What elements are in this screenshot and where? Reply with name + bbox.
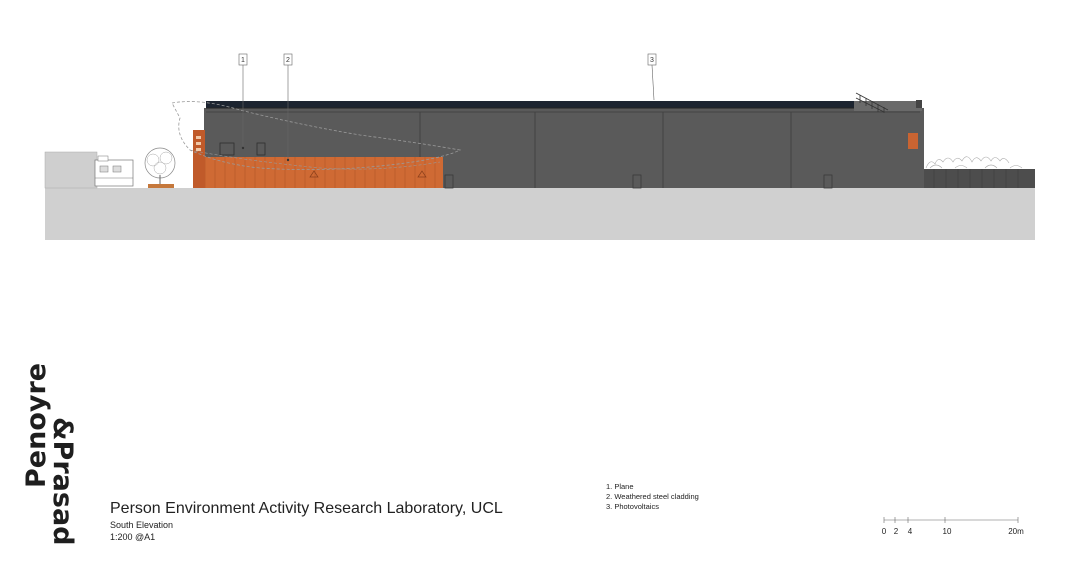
legend-item: 3. Photovoltaics <box>606 502 659 511</box>
svg-text:&Prasad: &Prasad <box>47 417 78 546</box>
weathered-steel-cladding <box>195 157 443 188</box>
neighbour-building <box>44 151 98 189</box>
signage <box>196 136 201 151</box>
panel-joints <box>206 111 920 188</box>
scale-label: 10 <box>943 527 952 536</box>
ground-slab <box>45 188 1035 240</box>
drawing-scale: 1:200 @A1 <box>110 532 156 542</box>
legend: 1. Plane 2. Weathered steel cladding 3. … <box>606 482 699 512</box>
drawing-view: South Elevation <box>110 520 174 530</box>
scale-bar: 0 2 4 10 20m <box>882 517 1024 536</box>
door <box>444 174 454 189</box>
svg-text:3: 3 <box>650 57 654 64</box>
shrubs <box>925 156 1023 169</box>
svg-text:2: 2 <box>286 57 290 64</box>
scale-label: 20m <box>1008 527 1024 536</box>
window <box>219 142 235 156</box>
legend-item: 1. Plane <box>606 482 634 491</box>
scale-label: 2 <box>894 527 899 536</box>
practice-logo: Penoyre &Prasad <box>21 363 78 546</box>
roof-plant <box>854 101 922 111</box>
plane-outline <box>171 101 462 170</box>
scale-label: 4 <box>908 527 913 536</box>
door <box>823 174 833 189</box>
cladding-ribs <box>204 157 436 188</box>
svg-text:1: 1 <box>241 57 245 64</box>
door <box>632 174 642 189</box>
fence <box>924 169 1035 188</box>
cabin <box>94 155 134 187</box>
scale-label: 0 <box>882 527 887 536</box>
window <box>256 142 266 156</box>
tree-icon <box>144 147 176 188</box>
project-title: Person Environment Activity Research Lab… <box>110 500 503 517</box>
svg-text:Penoyre: Penoyre <box>21 363 52 488</box>
callout-2: 2 <box>283 53 293 66</box>
legend-item: 2. Weathered steel cladding <box>606 492 699 501</box>
callout-1: 1 <box>238 53 248 66</box>
roof-ladder <box>855 92 889 113</box>
callout-3: 3 <box>647 53 657 66</box>
pv-strip <box>206 101 854 108</box>
